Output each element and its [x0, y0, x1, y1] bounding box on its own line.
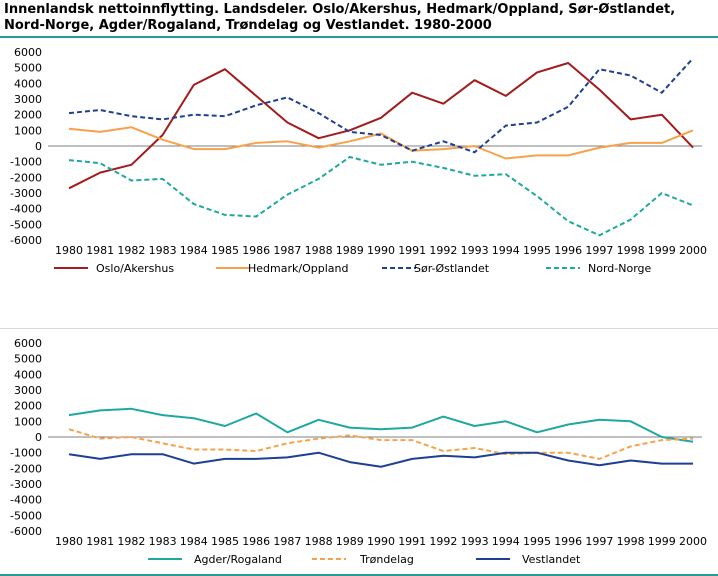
- y-tick-label: -4000: [10, 203, 42, 216]
- y-tick-label: 3000: [14, 93, 42, 106]
- y-tick-label: -5000: [10, 218, 42, 231]
- y-tick-label: -6000: [10, 234, 42, 247]
- y-tick-label: 5000: [14, 353, 42, 366]
- series-line-sor: [68, 57, 694, 154]
- x-tick-label: 1987: [273, 244, 301, 257]
- y-tick-label: -4000: [10, 494, 42, 507]
- legend-label-hedmark: Hedmark/Oppland: [248, 262, 348, 275]
- y-tick-label: 1000: [14, 124, 42, 137]
- x-tick-label: 1984: [180, 535, 208, 548]
- x-tick-label: 1994: [492, 535, 520, 548]
- x-tick-label: 1988: [305, 535, 333, 548]
- legend-label-nord: Nord-Norge: [588, 262, 652, 275]
- y-tick-label: 4000: [14, 368, 42, 381]
- y-tick-label: 0: [35, 140, 42, 153]
- y-tick-label: 4000: [14, 77, 42, 90]
- legend-label-agder: Agder/Rogaland: [194, 553, 282, 566]
- x-tick-label: 1980: [55, 244, 83, 257]
- x-tick-label: 1986: [242, 244, 270, 257]
- x-tick-label: 1995: [523, 535, 551, 548]
- series-line-trondelag: [68, 428, 694, 460]
- series-line-hedmark: [68, 126, 694, 160]
- x-tick-label: 1982: [117, 535, 145, 548]
- x-tick-label: 1999: [648, 244, 676, 257]
- legend-label-oslo: Oslo/Akershus: [96, 262, 174, 275]
- y-tick-label: -6000: [10, 525, 42, 538]
- x-tick-label: 1993: [461, 535, 489, 548]
- y-tick-label: -2000: [10, 171, 42, 184]
- x-tick-label: 1983: [149, 244, 177, 257]
- x-tick-label: 1989: [336, 535, 364, 548]
- x-tick-label: 1999: [648, 535, 676, 548]
- bottom-rule: [0, 574, 718, 576]
- chart-panel-1: 6000 5000 4000 3000 2000 1000 0 -1000 -2000 -3000…: [10, 46, 707, 275]
- series-line-agder: [68, 407, 694, 443]
- y-tick-label: 3000: [14, 384, 42, 397]
- series-line-oslo: [68, 62, 694, 190]
- chart-panel-2: 6000 5000 4000 3000 2000 1000 0 -1000 -2000 -3000…: [10, 337, 707, 566]
- y-tick-label: -5000: [10, 509, 42, 522]
- x-tick-label: 1988: [305, 244, 333, 257]
- y-tick-label: 6000: [14, 46, 42, 59]
- y-tick-label: 2000: [14, 400, 42, 413]
- y-tick-label: 6000: [14, 337, 42, 350]
- y-tick-label: -3000: [10, 478, 42, 491]
- y-tick-label: 5000: [14, 62, 42, 75]
- x-tick-label: 1997: [585, 535, 613, 548]
- x-tick-label: 1990: [367, 535, 395, 548]
- x-tick-label: 1989: [336, 244, 364, 257]
- x-tick-label: 1990: [367, 244, 395, 257]
- x-tick-label: 1991: [398, 244, 426, 257]
- x-tick-label: 1985: [211, 244, 239, 257]
- x-tick-label: 1986: [242, 535, 270, 548]
- y-tick-label: 2000: [14, 109, 42, 122]
- x-tick-label: 1981: [86, 535, 114, 548]
- y-tick-label: -1000: [10, 447, 42, 460]
- x-tick-label: 1996: [554, 535, 582, 548]
- y-tick-label: -1000: [10, 156, 42, 169]
- x-tick-label: 1995: [523, 244, 551, 257]
- x-tick-label: 2000: [679, 244, 707, 257]
- x-tick-label: 1987: [273, 535, 301, 548]
- y-tick-label: -2000: [10, 462, 42, 475]
- x-tick-label: 1997: [585, 244, 613, 257]
- panel-divider: [0, 328, 718, 329]
- x-tick-label: 1998: [617, 244, 645, 257]
- x-tick-label: 1984: [180, 244, 208, 257]
- legend-label-vestlandet: Vestlandet: [522, 553, 581, 566]
- x-tick-label: 2000: [679, 535, 707, 548]
- x-tick-label: 1991: [398, 535, 426, 548]
- x-tick-label: 1993: [461, 244, 489, 257]
- x-tick-label: 1982: [117, 244, 145, 257]
- y-tick-label: -3000: [10, 187, 42, 200]
- title-rule: [0, 36, 718, 38]
- y-tick-label: 1000: [14, 415, 42, 428]
- x-tick-label: 1998: [617, 535, 645, 548]
- x-tick-label: 1994: [492, 244, 520, 257]
- chart-title: Innenlandsk nettoinnflytting. Landsdeler…: [4, 2, 676, 33]
- x-tick-label: 1985: [211, 535, 239, 548]
- x-tick-label: 1992: [429, 244, 457, 257]
- legend-label-sor: Sør-Østlandet: [414, 262, 490, 275]
- y-tick-label: 0: [35, 431, 42, 444]
- series-line-nord: [68, 156, 694, 237]
- x-tick-label: 1980: [55, 535, 83, 548]
- x-tick-label: 1981: [86, 244, 114, 257]
- series-line-vestlandet: [68, 451, 693, 468]
- x-tick-label: 1996: [554, 244, 582, 257]
- x-tick-label: 1992: [429, 535, 457, 548]
- legend-label-trondelag: Trøndelag: [359, 553, 414, 566]
- x-tick-label: 1983: [149, 535, 177, 548]
